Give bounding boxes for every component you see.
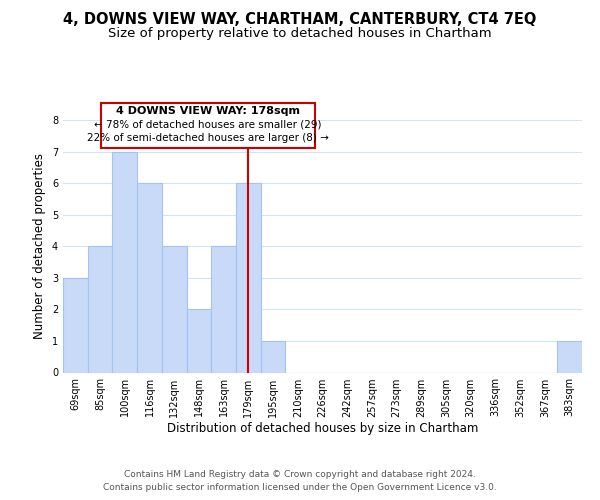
Bar [162, 246, 187, 372]
Text: 4, DOWNS VIEW WAY, CHARTHAM, CANTERBURY, CT4 7EQ: 4, DOWNS VIEW WAY, CHARTHAM, CANTERBURY,… [64, 12, 536, 28]
Bar [261, 341, 286, 372]
Text: Contains HM Land Registry data © Crown copyright and database right 2024.
Contai: Contains HM Land Registry data © Crown c… [103, 470, 497, 492]
Bar [112, 152, 137, 372]
Bar [236, 183, 261, 372]
Bar [63, 278, 88, 372]
Bar [88, 246, 112, 372]
Text: ← 78% of detached houses are smaller (29): ← 78% of detached houses are smaller (29… [94, 119, 322, 129]
X-axis label: Distribution of detached houses by size in Chartham: Distribution of detached houses by size … [167, 422, 478, 436]
Text: 22% of semi-detached houses are larger (8) →: 22% of semi-detached houses are larger (… [87, 132, 329, 142]
Bar [137, 183, 162, 372]
Bar [101, 102, 315, 148]
Bar [557, 341, 582, 372]
Text: 4 DOWNS VIEW WAY: 178sqm: 4 DOWNS VIEW WAY: 178sqm [116, 106, 300, 117]
Bar [187, 310, 211, 372]
Y-axis label: Number of detached properties: Number of detached properties [34, 153, 46, 339]
Text: Size of property relative to detached houses in Chartham: Size of property relative to detached ho… [108, 28, 492, 40]
Bar [211, 246, 236, 372]
